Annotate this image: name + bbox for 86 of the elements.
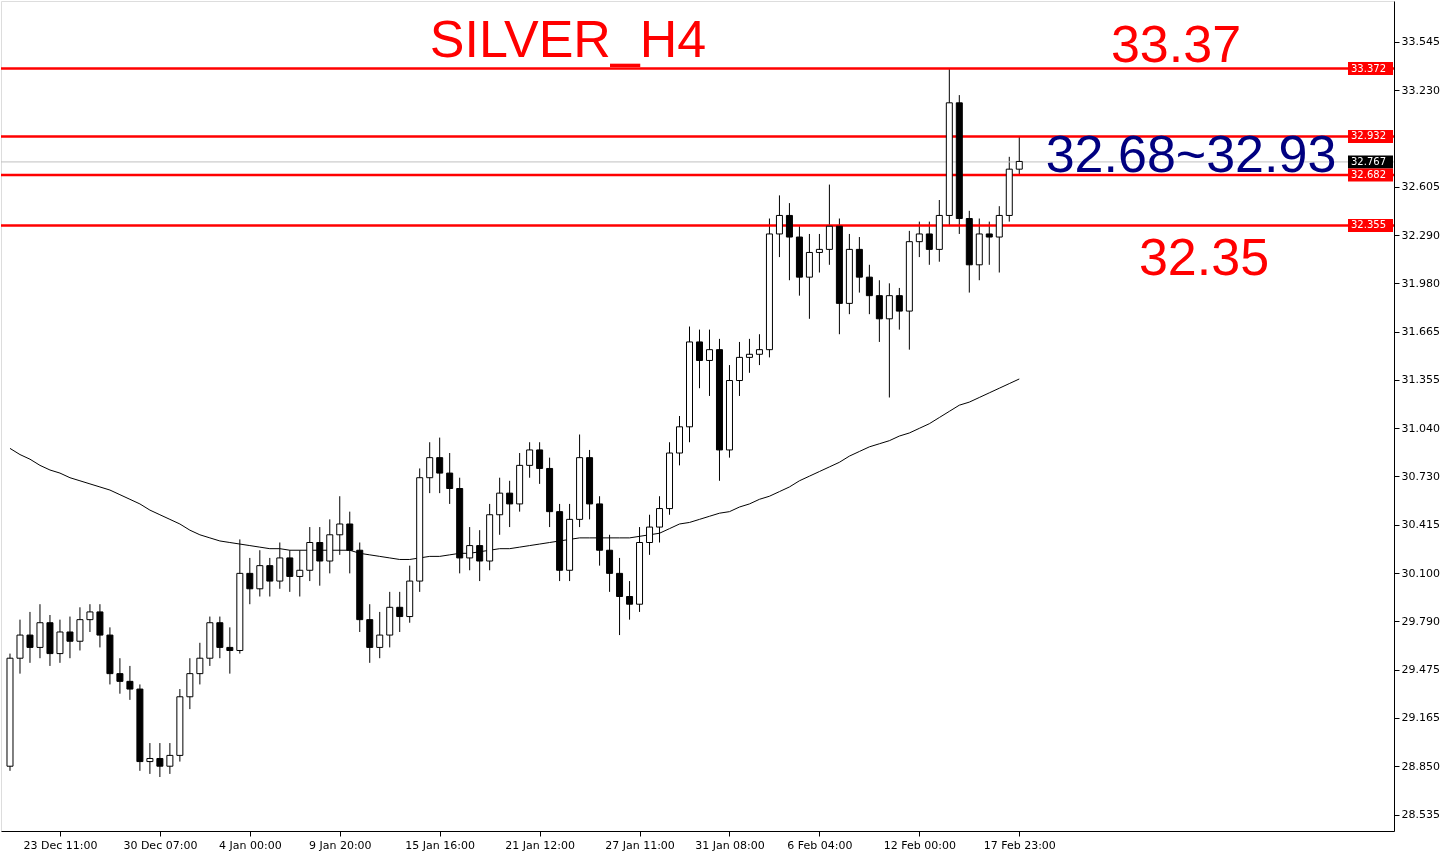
candlestick [745, 338, 753, 374]
x-tick-label: 23 Dec 11:00 [23, 838, 98, 852]
candlestick [536, 441, 544, 485]
candlestick [116, 657, 124, 695]
candlestick [875, 279, 883, 343]
candlestick [895, 287, 903, 331]
candlestick [526, 441, 534, 479]
candlestick [246, 557, 254, 605]
text: 33.37 [1110, 15, 1242, 73]
candlestick [146, 742, 154, 775]
candlestick [446, 452, 454, 505]
candlestick [656, 495, 664, 544]
candlestick [76, 606, 84, 651]
candlestick [785, 202, 793, 281]
candlestick [256, 549, 264, 597]
y-tick-label: 30.415 [1401, 518, 1440, 532]
x-tick-label: 15 Jan 16:00 [405, 838, 476, 852]
y-tick-label: 32.290 [1401, 229, 1440, 242]
chart-title: SILVER_H4 [429, 10, 707, 68]
candlestick [86, 603, 94, 633]
candlestick [995, 205, 1003, 274]
y-tick-label: 33.545 [1401, 35, 1440, 49]
candlestick [496, 477, 504, 536]
candlestick [376, 611, 384, 659]
candlestick [755, 333, 763, 366]
ref-line-label: 32.932 [1351, 130, 1386, 142]
text: 32.35 [1138, 228, 1270, 286]
y-tick-label: 33.230 [1401, 83, 1440, 97]
x-tick-label: 31 Jan 08:00 [695, 838, 765, 852]
candlestick [646, 514, 654, 556]
y-tick-label: 29.165 [1401, 711, 1440, 725]
ref-line-label: 32.355 [1351, 219, 1386, 231]
text: 32.68~32.93 [1045, 125, 1337, 183]
candlestick [865, 264, 873, 315]
y-tick-label: 31.355 [1401, 373, 1440, 387]
candlestick [96, 603, 104, 648]
x-tick-label: 12 Feb 00:00 [883, 838, 956, 852]
candlestick [396, 591, 404, 633]
candlestick [426, 441, 434, 494]
candlestick [735, 341, 743, 397]
y-tick-label: 30.100 [1401, 566, 1440, 580]
candlestick [196, 642, 204, 685]
ref-line-label: 32.682 [1351, 169, 1386, 181]
candlestick [336, 495, 344, 556]
y-tick-label: 30.730 [1401, 469, 1440, 483]
candlestick [156, 742, 164, 778]
y-tick-label: 28.850 [1401, 759, 1440, 773]
y-tick-label: 32.605 [1401, 180, 1440, 194]
x-tick-label: 4 Jan 00:00 [219, 838, 282, 852]
candlestick [985, 221, 993, 266]
candlestick [506, 480, 514, 528]
candlestick [1015, 136, 1023, 176]
candlestick [775, 194, 783, 258]
ref-line-label: 33.372 [1351, 62, 1386, 74]
candlestick [696, 329, 703, 389]
x-tick-label: 6 Feb 04:00 [787, 838, 853, 852]
candlestick [705, 329, 713, 397]
candlestick [126, 665, 134, 701]
ref-line-label: 32.767 [1351, 155, 1386, 167]
candlestick [56, 619, 64, 664]
candlestick [825, 184, 833, 266]
candlestick [16, 619, 24, 675]
candlestick [226, 626, 234, 675]
candlestick [915, 221, 923, 258]
candlestick [266, 557, 274, 597]
y-tick-label: 31.665 [1401, 325, 1440, 339]
y-tick-label: 31.040 [1401, 421, 1440, 435]
candlestick [885, 282, 893, 398]
y-tick-label: 31.980 [1401, 276, 1440, 290]
candlestick [166, 742, 174, 775]
x-tick-label: 17 Feb 23:00 [983, 838, 1056, 852]
y-tick-label: 29.475 [1401, 663, 1440, 677]
candlestick [616, 557, 624, 636]
x-tick-label: 9 Jan 20:00 [308, 838, 372, 852]
candlestick [66, 616, 74, 659]
candlestick [186, 657, 194, 710]
candlestick [436, 437, 444, 494]
candlestick [626, 580, 634, 621]
candlestick [815, 233, 823, 274]
candlestick [26, 611, 34, 664]
x-tick-label: 27 Jan 11:00 [605, 838, 675, 852]
x-tick-label: 30 Dec 07:00 [123, 838, 198, 852]
y-tick-label: 29.790 [1401, 614, 1440, 628]
candlestick [925, 221, 933, 266]
y-tick-label: 28.535 [1401, 808, 1440, 822]
x-tick-label: 21 Jan 12:00 [505, 838, 575, 852]
